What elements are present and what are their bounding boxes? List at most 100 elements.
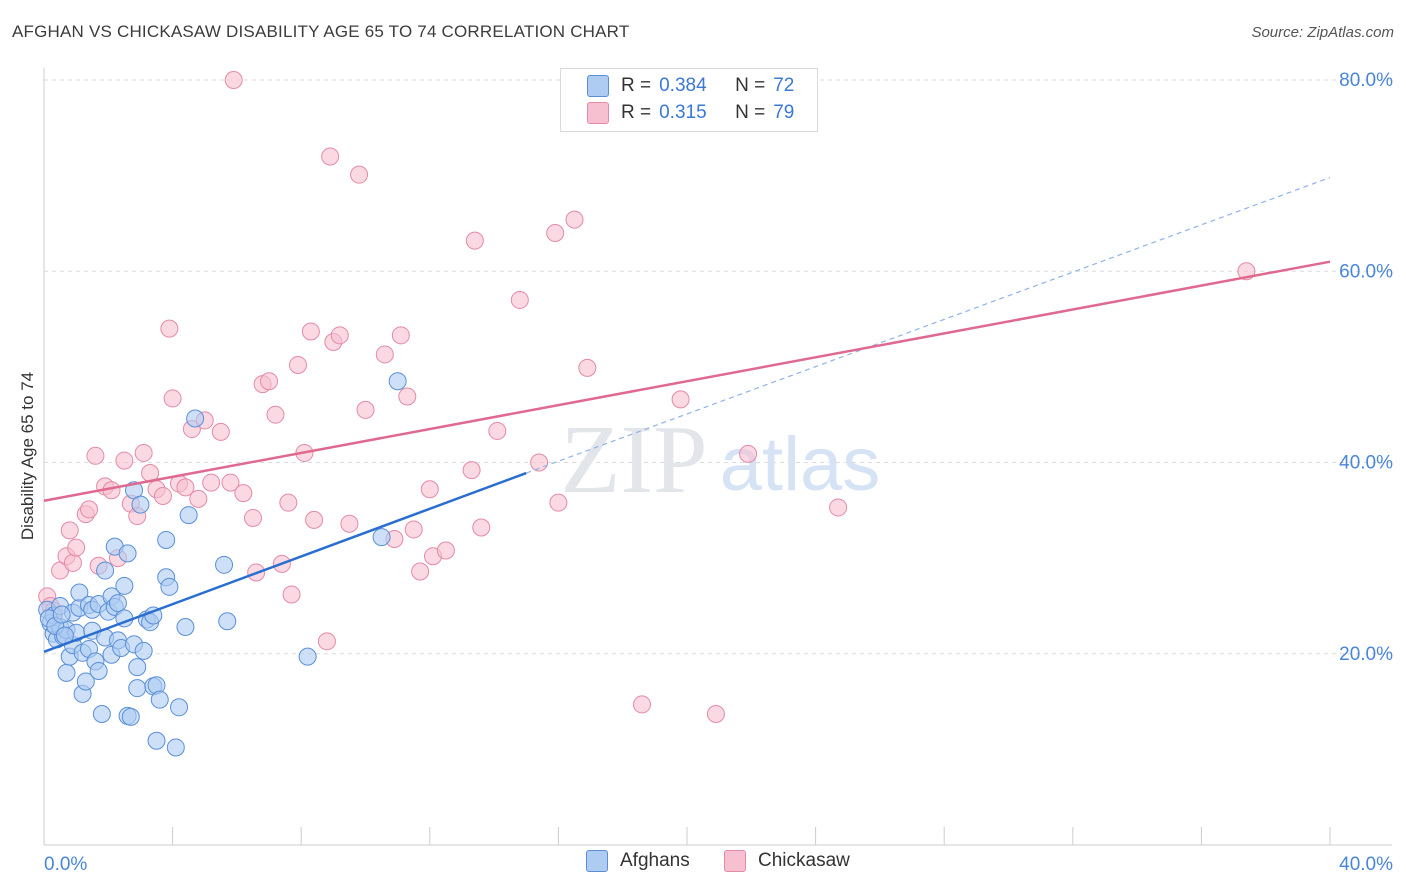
- chickasaw-swatch: [587, 102, 609, 124]
- chickasaw-point: [160, 319, 179, 338]
- chickasaw-point: [462, 461, 481, 480]
- chickasaw-point: [67, 538, 86, 557]
- afghans-point: [70, 583, 89, 602]
- afghans-point: [52, 605, 71, 624]
- afghans-point: [150, 690, 169, 709]
- afghans-point: [170, 698, 189, 717]
- afghans-point: [108, 594, 127, 613]
- chickasaw-points: [38, 71, 1256, 723]
- afghans-point: [92, 704, 111, 723]
- chickasaw-r-value: 0.315: [659, 102, 707, 123]
- chickasaw-point: [301, 322, 320, 341]
- chickasaw-point: [86, 446, 105, 465]
- y-tick-label: 80.0%: [1339, 70, 1393, 91]
- afghans-point: [89, 661, 108, 680]
- afghans-point: [147, 731, 166, 750]
- correlation-legend: R = 0.384 N = 72 R = 0.315 N = 79: [560, 68, 818, 132]
- chickasaw-point: [510, 290, 529, 309]
- afghans-point: [131, 495, 150, 514]
- chickasaw-point: [706, 704, 725, 723]
- afghans-point: [388, 372, 407, 391]
- afghans-point: [128, 679, 147, 698]
- chickasaw-point: [578, 358, 597, 377]
- afghans-point: [128, 658, 147, 677]
- afghans-point: [218, 612, 237, 631]
- chickasaw-point: [224, 71, 243, 89]
- chickasaw-r-key: R =: [621, 102, 652, 123]
- chickasaw-point: [472, 518, 491, 537]
- afghans-r-value: 0.384: [659, 75, 707, 96]
- afghans-point: [57, 663, 76, 682]
- chickasaw-point: [288, 355, 307, 374]
- chickasaw-legend-label: Chickasaw: [758, 850, 850, 871]
- y-axis-label: Disability Age 65 to 74: [18, 372, 37, 540]
- chickasaw-point: [60, 521, 79, 540]
- chickasaw-point: [282, 585, 301, 604]
- chickasaw-n-key: N =: [735, 102, 766, 123]
- chickasaw-point: [153, 486, 172, 505]
- afghans-point: [160, 577, 179, 596]
- chickasaw-point: [375, 345, 394, 364]
- chickasaw-point: [221, 473, 240, 492]
- chickasaw-point: [234, 484, 253, 503]
- afghans-point: [96, 561, 115, 580]
- chickasaw-point: [420, 480, 439, 499]
- afghans-legend-label: Afghans: [620, 850, 690, 871]
- chickasaw-point: [279, 493, 298, 512]
- chickasaw-point: [189, 489, 208, 508]
- chickasaw-point: [330, 326, 349, 345]
- afghans-trend-line: [43, 471, 527, 654]
- chickasaw-point: [465, 231, 484, 250]
- chickasaw-point: [356, 400, 375, 419]
- chickasaw-point: [739, 444, 758, 463]
- y-tick-label: 40.0%: [1339, 453, 1393, 474]
- watermark-atlas: atlas: [720, 422, 881, 507]
- x-tick-label: 40.0%: [1339, 854, 1393, 875]
- watermark-zip: ZIP: [561, 406, 708, 514]
- chickasaw-point: [211, 422, 230, 441]
- chickasaw-point: [546, 224, 565, 242]
- afghans-point: [176, 617, 195, 636]
- chart-title: AFGHAN VS CHICKASAW DISABILITY AGE 65 TO…: [12, 22, 630, 41]
- chickasaw-legend-swatch: [724, 850, 746, 872]
- afghans-trend-extension: [526, 176, 1331, 474]
- trend-lines: [43, 176, 1331, 654]
- chickasaw-point: [488, 421, 507, 440]
- chickasaw-point: [202, 473, 221, 492]
- chickasaw-point: [549, 493, 568, 512]
- afghans-point: [76, 672, 95, 691]
- chickasaw-point: [340, 514, 359, 533]
- chickasaw-point: [391, 326, 410, 345]
- chickasaw-point: [80, 500, 99, 519]
- chickasaw-n-value: 79: [773, 102, 795, 123]
- chickasaw-point: [411, 562, 430, 581]
- chickasaw-point: [176, 478, 195, 497]
- afghans-point: [115, 576, 134, 595]
- chickasaw-point: [163, 389, 182, 408]
- tick-labels: 20.0% 40.0% 60.0% 80.0% 0.0% 40.0%: [44, 70, 1393, 875]
- legend-row-chickasaw: R = 0.315 N = 79: [587, 101, 794, 125]
- chickasaw-point: [829, 498, 848, 517]
- chickasaw-point: [321, 147, 340, 166]
- afghans-point: [118, 544, 137, 563]
- chickasaw-point: [317, 632, 336, 651]
- chickasaw-point: [134, 443, 153, 462]
- bottom-legend-afghans: Afghans: [586, 850, 690, 872]
- afghans-point: [134, 641, 153, 660]
- chickasaw-point: [404, 520, 423, 539]
- chickasaw-point: [266, 405, 285, 424]
- afghans-point: [179, 506, 198, 525]
- afghans-point: [215, 555, 234, 574]
- axes: [43, 68, 1392, 846]
- afghans-point: [186, 409, 205, 428]
- source-label: Source: ZipAtlas.com: [1251, 24, 1394, 41]
- afghans-legend-swatch: [586, 850, 608, 872]
- x-tick-label: 0.0%: [44, 854, 87, 875]
- afghans-n-value: 72: [773, 75, 795, 96]
- afghans-point: [121, 707, 140, 726]
- chickasaw-point: [671, 390, 690, 409]
- afghans-swatch: [587, 75, 609, 97]
- afghans-point: [298, 647, 317, 666]
- chickasaw-point: [632, 695, 651, 714]
